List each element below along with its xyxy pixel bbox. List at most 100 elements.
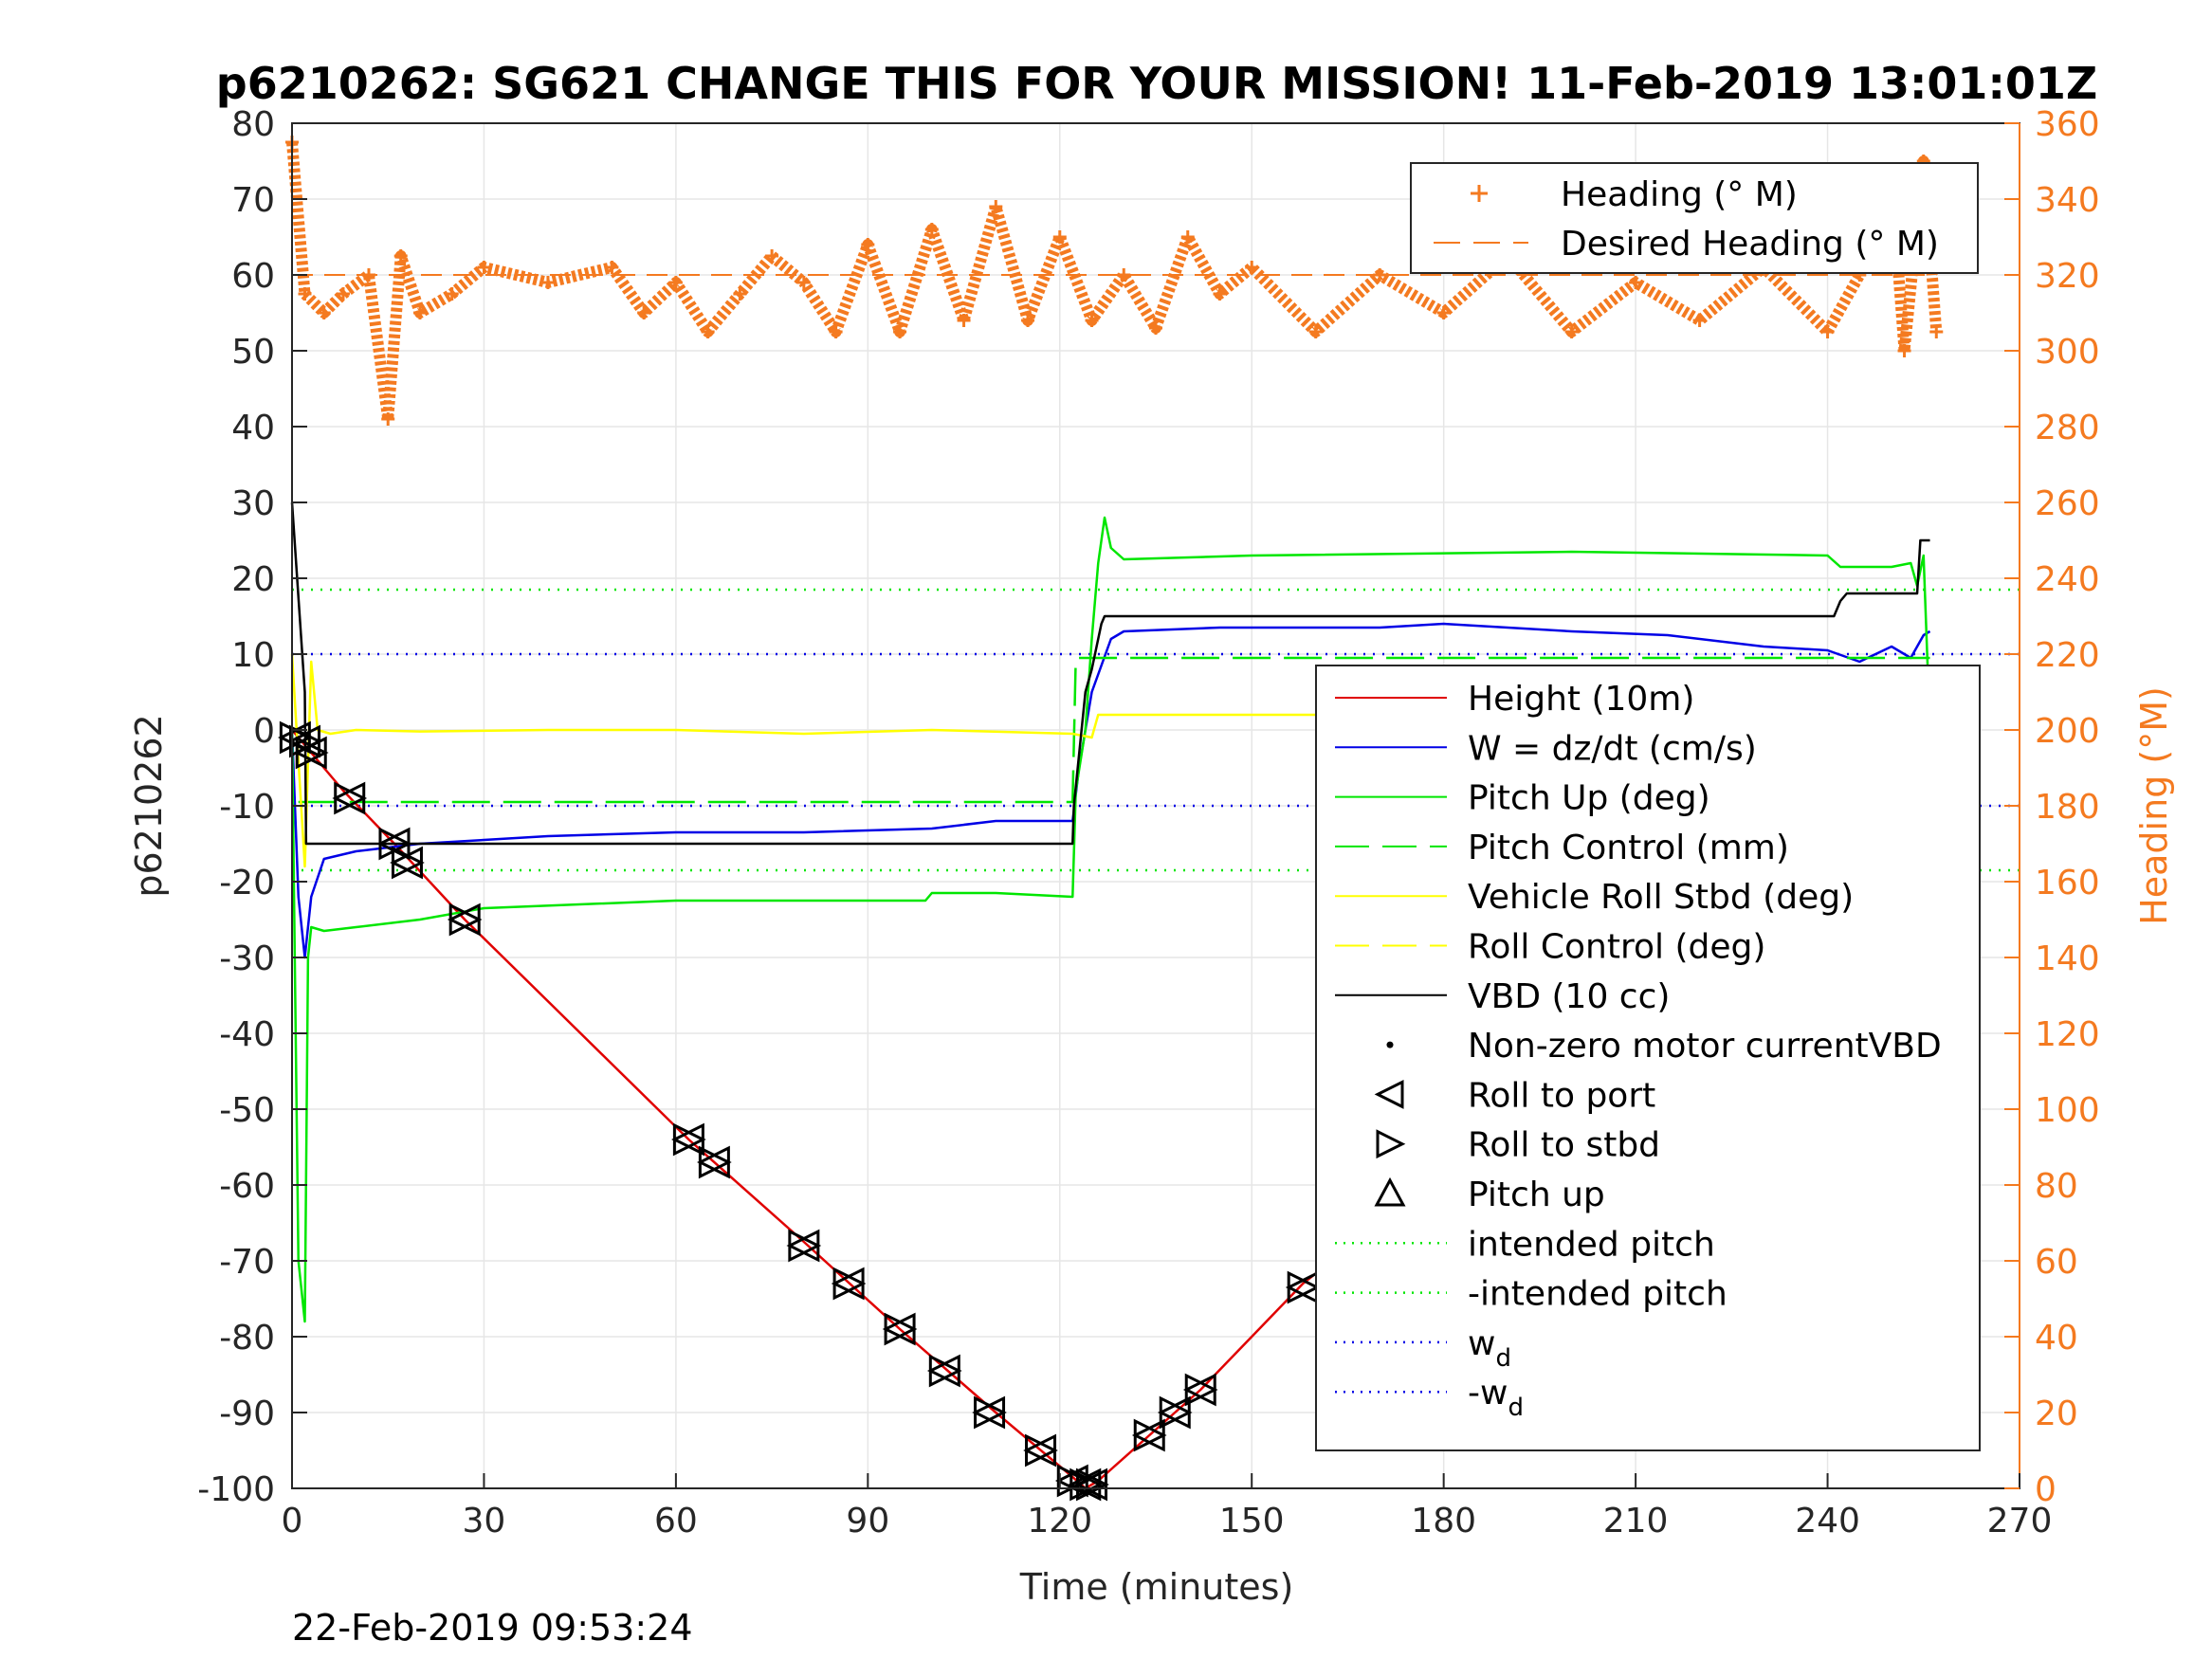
heading-point xyxy=(1180,230,1195,244)
heading-point xyxy=(1373,268,1387,282)
roll-to-stbd-marker xyxy=(378,827,412,861)
y-left-tick-label: 20 xyxy=(231,560,275,599)
y-left-tick-label: -90 xyxy=(219,1395,275,1433)
y-right-tick-label: 100 xyxy=(2035,1091,2100,1130)
heading-point xyxy=(1085,314,1099,327)
roll-to-stbd-marker xyxy=(832,1267,867,1301)
roll-to-stbd-marker xyxy=(884,1312,918,1346)
heading-point xyxy=(957,314,971,327)
y-axis-label-right: Heading (°M) xyxy=(2133,686,2175,925)
heading-point xyxy=(893,325,907,338)
y-left-tick-label: -70 xyxy=(219,1243,275,1282)
heading-point xyxy=(924,223,939,236)
legend-label: VBD (10 cc) xyxy=(1468,977,1670,1016)
heading-point xyxy=(1929,325,1944,338)
y-right-tick-label: 140 xyxy=(2035,939,2100,978)
roll-to-stbd-marker xyxy=(448,902,483,937)
y-right-tick-label: 20 xyxy=(2035,1395,2078,1433)
heading-point xyxy=(336,287,350,301)
roll-to-stbd-marker xyxy=(1159,1395,1193,1430)
y-left-tick-label: 60 xyxy=(231,257,275,296)
heading-point xyxy=(668,276,683,289)
y-right-tick-label: 120 xyxy=(2035,1015,2100,1054)
heading-point xyxy=(361,268,375,282)
heading-point xyxy=(1629,276,1643,289)
heading-point xyxy=(637,306,651,319)
main-legend: Height (10m) W = dz/dt (cm/s) Pitch Up (de… xyxy=(1315,665,1981,1451)
roll-to-stbd-marker xyxy=(1287,1270,1321,1304)
series-pitch-control-mm xyxy=(298,656,1930,804)
y-right-tick-label: 80 xyxy=(2035,1167,2078,1206)
y-right-tick-label: 40 xyxy=(2035,1319,2078,1358)
x-tick-label: 0 xyxy=(282,1502,303,1540)
y-right-tick-label: 60 xyxy=(2035,1243,2078,1282)
heading-point xyxy=(445,287,459,301)
heading-point xyxy=(1149,321,1162,335)
heading-point xyxy=(1436,306,1451,319)
heading-point xyxy=(701,325,715,338)
heading-point xyxy=(989,200,1003,213)
heading-point xyxy=(1897,344,1911,357)
legend-label: Non-zero motor currentVBD xyxy=(1468,1027,1942,1066)
legend-label: Pitch Control (mm) xyxy=(1468,829,1789,867)
heading-point xyxy=(298,287,312,301)
heading-point xyxy=(1820,325,1835,338)
roll-to-stbd-marker xyxy=(928,1354,962,1388)
y-right-tick-label: 280 xyxy=(2035,409,2100,447)
y-axis-label-left: p6210262 xyxy=(128,714,170,897)
heading-point xyxy=(477,261,491,274)
roll-to-stbd-marker xyxy=(1133,1418,1167,1452)
heading-point xyxy=(412,306,427,319)
legend-label: Height (10m) xyxy=(1468,680,1694,719)
y-right-tick-label: 0 xyxy=(2035,1470,2057,1509)
legend-swatch-dot xyxy=(1386,1041,1394,1048)
y-left-tick-label: -40 xyxy=(219,1015,275,1054)
legend-label: Pitch Up (deg) xyxy=(1468,779,1710,818)
y-right-tick-label: 200 xyxy=(2035,712,2100,751)
y-right-tick-label: 360 xyxy=(2035,105,2100,144)
legend-label: W = dz/dt (cm/s) xyxy=(1468,729,1757,768)
series-vbd-10-cc xyxy=(290,501,1930,846)
legend-label: intended pitch xyxy=(1468,1225,1715,1264)
y-left-tick-label: 70 xyxy=(231,181,275,220)
legend-label: Roll to port xyxy=(1468,1076,1655,1115)
x-tick-label: 120 xyxy=(1027,1502,1092,1540)
y-right-tick-label: 320 xyxy=(2035,257,2100,296)
y-right-tick-label: 220 xyxy=(2035,636,2100,675)
y-left-tick-label: 80 xyxy=(231,105,275,144)
x-tick-label: 60 xyxy=(654,1502,698,1540)
heading-point xyxy=(1692,314,1707,327)
heading-point xyxy=(1117,268,1131,282)
roll-to-stbd-marker xyxy=(672,1122,706,1157)
y-right-tick-label: 180 xyxy=(2035,788,2100,827)
y-left-tick-label: -20 xyxy=(219,864,275,902)
heading-point xyxy=(1245,261,1259,274)
y-left-tick-label: 40 xyxy=(231,409,275,447)
heading-point xyxy=(1308,325,1323,338)
heading-point xyxy=(861,238,875,251)
chart-title: p6210262: SG621 CHANGE THIS FOR YOUR MIS… xyxy=(216,58,2097,109)
roll-to-stbd-marker xyxy=(698,1145,732,1179)
heading-legend-label: Heading (° M) xyxy=(1561,175,1798,214)
roll-to-stbd-marker xyxy=(295,736,329,770)
legend-label-subscript: d xyxy=(1508,1394,1524,1422)
x-tick-label: 240 xyxy=(1795,1502,1860,1540)
x-tick-label: 270 xyxy=(1987,1502,2053,1540)
y-left-tick-label: -50 xyxy=(219,1091,275,1130)
heading-point xyxy=(317,306,331,319)
legend-swatch-triangle-right xyxy=(1376,1129,1406,1159)
legend-label: -intended pitch xyxy=(1468,1275,1728,1314)
y-right-tick-label: 160 xyxy=(2035,864,2100,902)
roll-to-stbd-marker xyxy=(334,781,368,815)
y-left-tick-label: -100 xyxy=(197,1470,275,1509)
y-left-tick-label: -30 xyxy=(219,939,275,978)
x-tick-label: 210 xyxy=(1603,1502,1669,1540)
roll-to-stbd-marker xyxy=(1025,1433,1058,1468)
heading-point xyxy=(765,249,779,263)
legend-swatch-triangle-left xyxy=(1374,1079,1404,1109)
y-left-tick-label: -80 xyxy=(219,1319,275,1358)
roll-to-stbd-marker xyxy=(1069,1468,1104,1502)
heading-point xyxy=(605,261,619,274)
y-left-tick-label: 30 xyxy=(231,484,275,523)
